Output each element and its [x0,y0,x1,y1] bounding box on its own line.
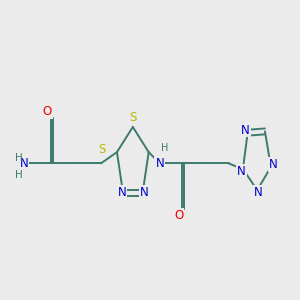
Text: N: N [140,186,148,199]
Text: N: N [20,157,28,170]
Text: H: H [15,153,22,163]
Text: H: H [160,143,168,153]
Text: N: N [241,124,250,136]
Text: S: S [98,143,106,157]
Text: S: S [129,111,136,124]
Text: N: N [268,158,277,171]
Text: O: O [174,209,183,222]
Text: N: N [237,165,246,178]
Text: N: N [117,186,126,199]
Text: N: N [155,157,164,170]
Text: O: O [43,105,52,118]
Text: N: N [254,186,263,199]
Text: H: H [15,170,22,180]
